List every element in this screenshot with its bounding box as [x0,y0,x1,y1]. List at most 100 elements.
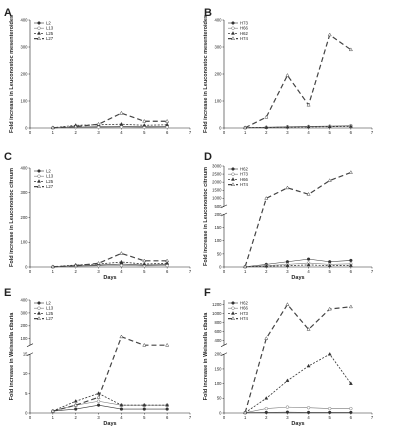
panel-d-x-tick-label: 2 [265,269,268,274]
panel-a-legend-label-3: L27 [46,36,54,41]
panel-c-x-tick-label: 1 [52,269,55,274]
panel-c-series-3-point-3 [119,251,124,255]
panel-b-series-3-point-0 [243,125,248,130]
panel-c-series-3-line [52,252,168,268]
panel-e-series-0-point-5 [165,407,169,411]
panel-a-y-axis-title: Fold increase in Leuconostoc mesenteroid… [9,15,15,133]
panel-d-series-2-point-3 [306,262,311,267]
panel-a-series-1-point-3 [119,125,124,129]
panel-e-y-tick-label: 400 [21,297,29,302]
panel-d-series-3-point-4 [327,178,332,182]
panel-f-series-3-point-0 [243,410,248,415]
panel-a-y-tick-label: 400 [21,17,29,22]
panel-e-y-tick-label: 5 [25,391,28,396]
panel-e-legend-series-1-point-0 [37,306,41,310]
panel-e-series-2-point-5 [165,402,170,407]
panel-e-series-2-line [52,392,168,412]
panel-c-series-3 [50,251,170,269]
panel-c-legend-series-1-point-0 [37,174,41,178]
panel-b-series-2-point-5 [348,124,353,128]
panel-d-series-2-point-4 [327,263,332,267]
panel-b-legend-label-1: H66 [240,26,248,31]
panel-a-series-2-point-3 [119,122,124,126]
panel-d-y-tick-label: 1000 [212,196,222,201]
panel-d-y-tick-label: 1500 [212,188,222,193]
panel-d-y-tick-label: 2500 [212,171,222,176]
panel-f-x-tick-label: 5 [329,415,332,420]
panel-d-y-tick-label: 100 [215,238,223,243]
panel-b-series-3-point-4 [327,32,332,37]
panel-e-x-tick-label: 6 [166,415,169,420]
panel-b-legend-series-3-point-0 [230,36,236,40]
panel-d-series-3-point-5 [348,170,353,174]
panel-e-y-tick-label: 200 [21,323,29,328]
panel-f-series-0-point-4 [328,410,332,415]
panel-f-y-tick-label: 1000 [212,311,222,316]
panel-d-x-tick-label: 0 [223,269,226,274]
panel-b-series-2-point-4 [327,124,332,128]
panel-e-y-tick-label: 100 [21,336,29,341]
panel-f-y-axis-title: Fold increase in Weissella cibaria [203,312,209,401]
panel-d-x-tick-label: 5 [329,269,332,274]
panel-a-series-2-line [52,123,168,129]
panel-c-legend-series-3-point-0 [36,184,42,188]
panel-f-x-tick-label: 2 [265,415,268,420]
panel-b-x-tick-label: 0 [223,130,226,135]
panel-e-series-0-point-2 [96,403,101,407]
panel-d-legend-label-2: H66 [240,177,248,182]
panel-d-legend-series-3-point-0 [230,182,236,186]
panel-f-y-tick-label: 800 [215,320,223,325]
panel-b-y-tick-label: 0 [219,125,222,130]
panel-a-series-2-point-5 [165,122,170,127]
panel-f-series-2-line [244,353,352,414]
panel-a-series-3-point-3 [119,110,124,115]
panel-d-series-3-point-2 [285,185,290,190]
panel-e-letter: E [4,287,11,299]
panel-e-x-tick-label: 5 [143,415,146,420]
panel-e-y-tick-label: 0 [25,410,28,415]
panel-a-x-tick-label: 6 [166,130,169,135]
panel-f-y-tick-label: 100 [215,381,223,386]
panel-b-legend-label-3: H74 [240,36,248,41]
panel-d-x-axis-title: Days [291,275,304,281]
panel-b-series-3-point-2 [285,73,290,77]
panel-e-legend-label-2: L25 [46,311,54,316]
panel-f-series-1-point-1 [264,406,268,411]
panel-f-series-2-point-2 [285,378,290,382]
panel-e-y-axis-title: Fold increase in Weissella cibaria [9,312,15,401]
panel-d-legend-series-0-point-0 [231,167,235,171]
panel-f-series-1-line [245,406,351,414]
panel-d-legend-label-3: H74 [240,182,248,187]
panel-e-series-0-point-3 [119,407,124,411]
panel-b-series-1 [243,123,353,130]
panel-f-series-2-point-1 [264,396,269,400]
panel-d-x-tick-label: 1 [244,269,247,274]
panel-f-x-tick-label: 3 [286,415,289,420]
panel-a-series-3-point-5 [165,118,170,123]
panel-d-x-tick-label: 4 [307,269,310,274]
panel-b-series-3-point-1 [264,114,269,119]
panel-a-series-3 [50,110,170,130]
panel-e-x-tick-label: 2 [75,415,78,420]
panel-c-legend-label-1: L13 [46,174,54,179]
panel-c-series-2-line [52,261,168,268]
panel-e-series-3-line [52,336,168,412]
panel-f-axis-break-mark [220,343,228,347]
panel-f-y-tick-label: 0 [219,410,222,415]
panel-f-series-3-point-5 [348,304,353,309]
panel-f-series-3-point-4 [327,306,332,311]
panel-a-x-tick-label: 0 [29,130,32,135]
panel-c-series-3-point-4 [142,258,147,263]
panel-f-series-0-point-3 [306,410,311,415]
panel-a-x-tick-label: 4 [120,130,123,135]
panel-b-series-2-point-3 [306,124,311,129]
panel-f-y-tick-label: 50 [217,396,222,401]
panel-a-x-tick-label: 1 [52,130,55,135]
panel-e-legend-label-0: L2 [46,301,51,306]
panel-f-legend-series-0-point-0 [231,301,235,305]
panel-b-x-tick-label: 3 [286,130,289,135]
panel-e-legend-label-1: L13 [46,306,54,311]
panel-c-series-2-point-3 [119,259,124,264]
